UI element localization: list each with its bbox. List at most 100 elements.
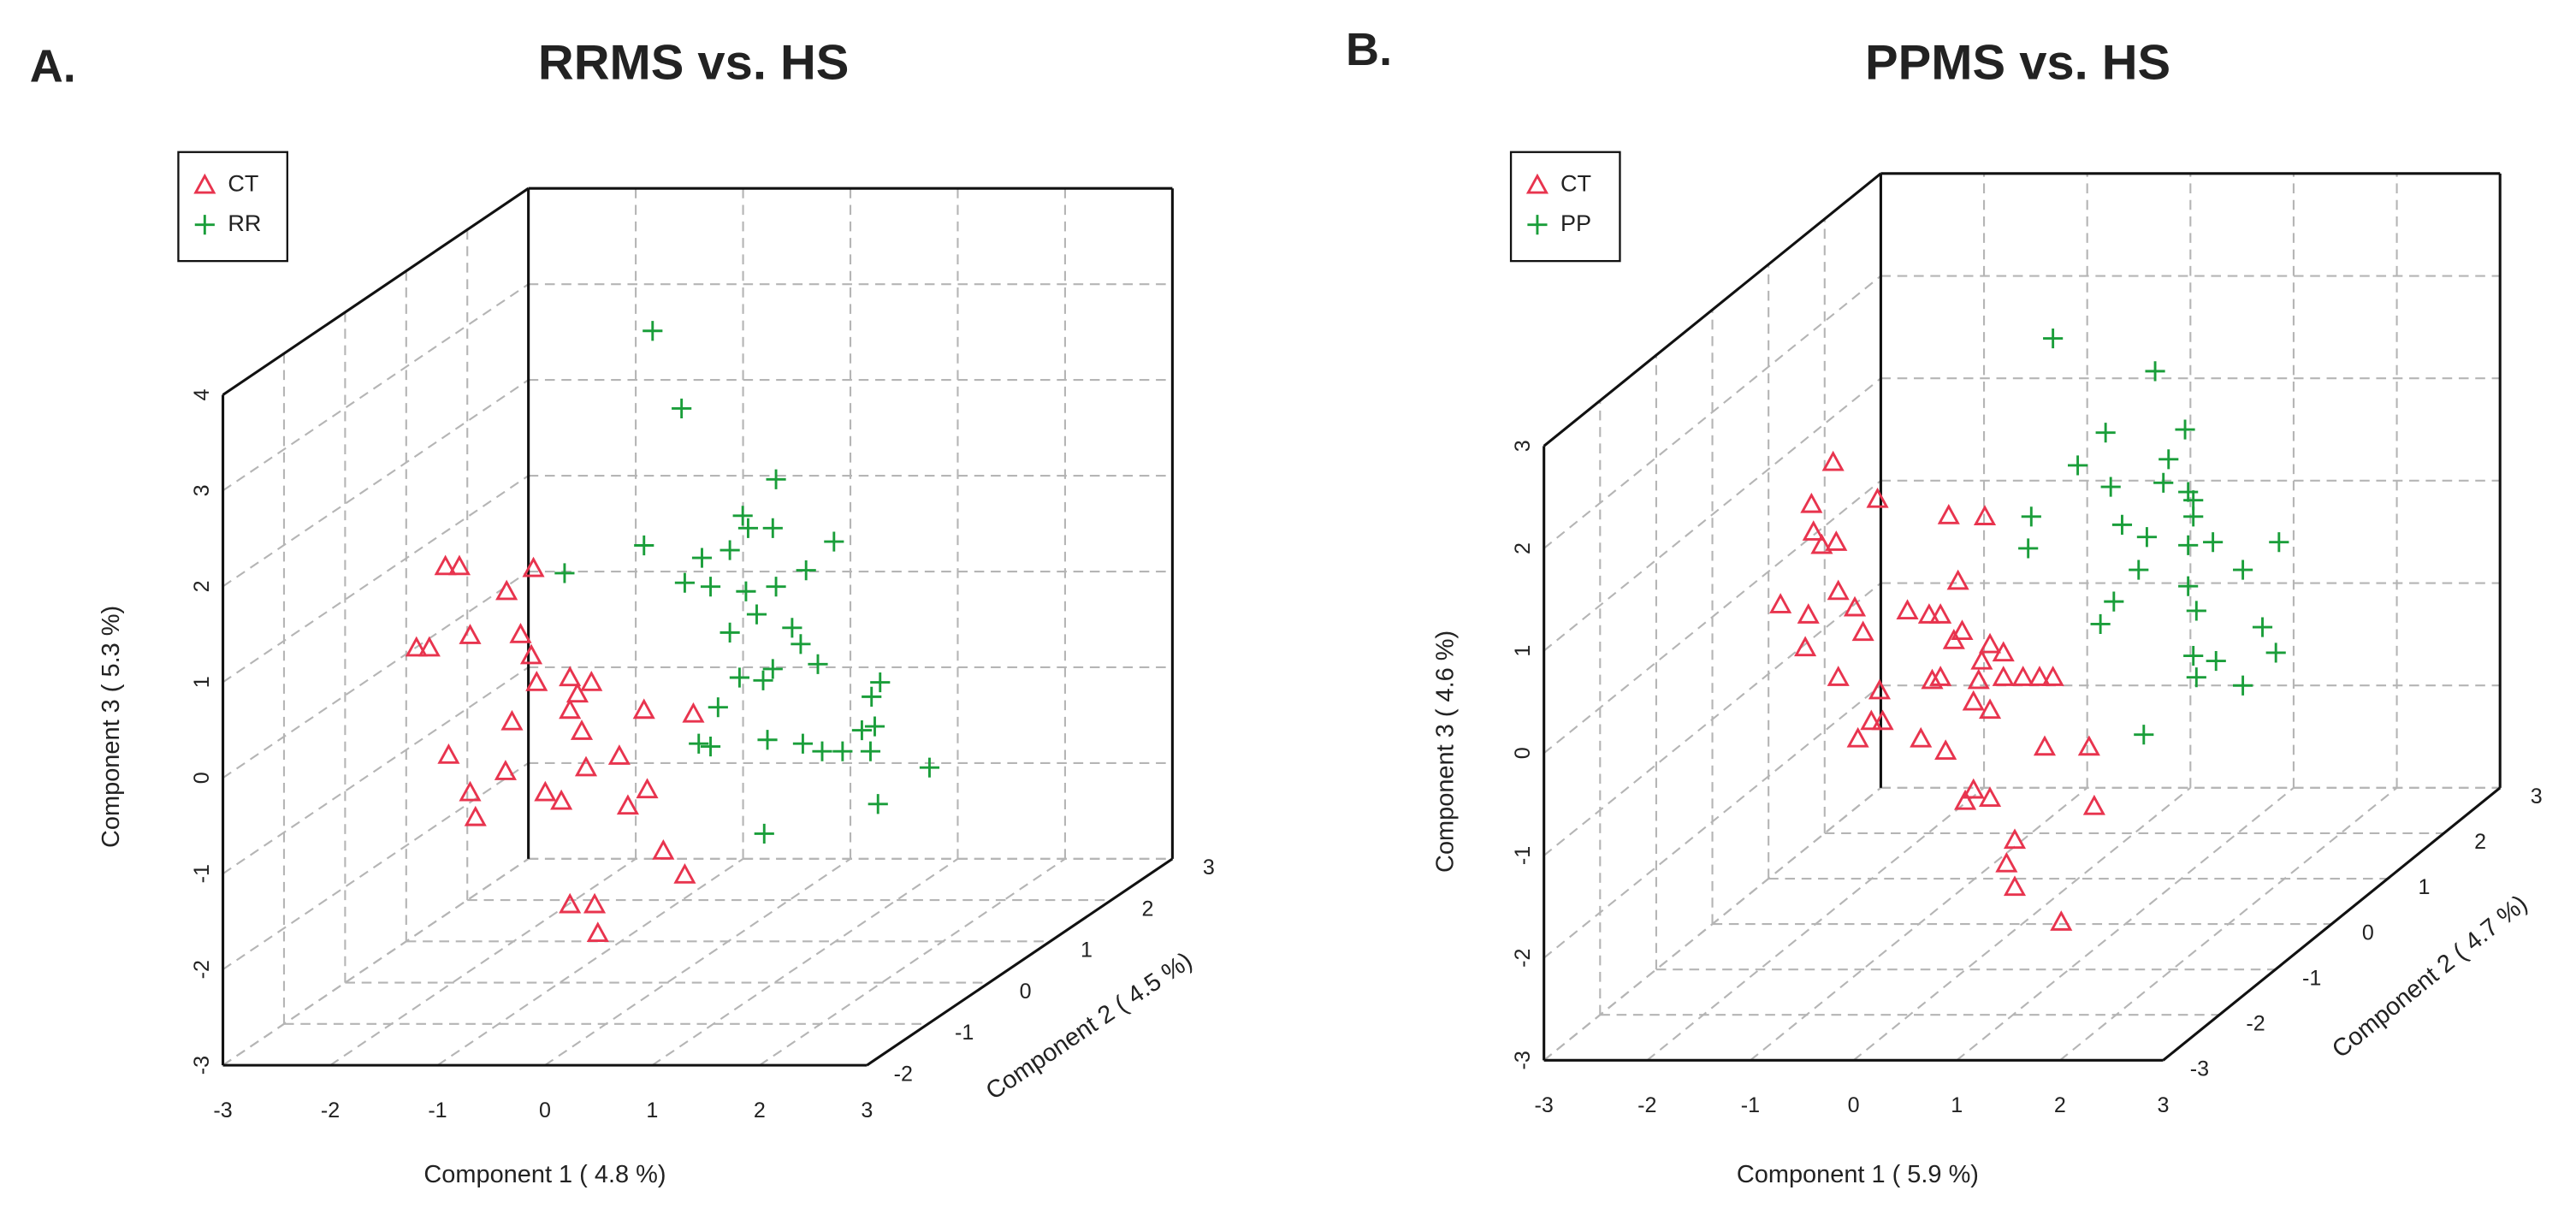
- legend-label: RR: [228, 210, 261, 236]
- y-tick-label: -2: [2246, 1011, 2265, 1035]
- data-point: [782, 618, 802, 638]
- x-tick-label: 1: [646, 1099, 658, 1122]
- panel-label: B.: [1346, 24, 1392, 75]
- data-point: [674, 572, 696, 593]
- data-point: [2145, 361, 2165, 382]
- data-point: [732, 506, 753, 526]
- z-tick-label: 4: [190, 388, 214, 400]
- data-point: [860, 741, 881, 761]
- box-edge: [222, 187, 530, 396]
- y-tick-label: -2: [894, 1062, 913, 1086]
- grid-line: [329, 857, 637, 1066]
- data-point: [2186, 601, 2206, 621]
- data-point: [2095, 423, 2116, 443]
- z-tick-label: 3: [1511, 440, 1535, 452]
- data-point: [434, 554, 457, 576]
- grid-line: [544, 857, 851, 1066]
- z-tick-label: -2: [1511, 948, 1535, 967]
- data-point: [736, 581, 756, 601]
- y-tick-label: 1: [1081, 939, 1093, 962]
- data-point: [2178, 535, 2199, 555]
- z-tick-label: 2: [1511, 542, 1535, 554]
- data-point: [824, 531, 844, 552]
- data-point: [2183, 645, 2204, 666]
- data-point: [495, 579, 518, 601]
- data-point: [559, 892, 582, 914]
- data-point: [2134, 725, 2154, 745]
- data-point: [762, 659, 783, 679]
- data-point: [519, 643, 543, 665]
- grid-line: [651, 857, 959, 1066]
- data-point: [864, 716, 885, 737]
- data-point: [746, 604, 767, 625]
- data-point: [700, 737, 721, 757]
- y-tick-label: -3: [2190, 1057, 2209, 1081]
- data-point: [2068, 455, 2088, 476]
- data-point: [2206, 650, 2226, 672]
- z-tick-label: -3: [190, 1056, 214, 1075]
- y-tick-label: 0: [1020, 980, 1032, 1004]
- data-point: [1860, 709, 1883, 731]
- y-tick-label: 3: [1203, 856, 1215, 879]
- data-point: [2011, 666, 2034, 686]
- data-point: [2183, 506, 2204, 527]
- data-point: [689, 733, 709, 754]
- grid-line: [1543, 787, 1882, 1062]
- data-point: [754, 823, 774, 844]
- data-point: [1921, 668, 1944, 690]
- x-axis-label: Component 1 ( 5.9 %): [1737, 1161, 1979, 1188]
- data-point: [682, 702, 705, 723]
- data-point: [559, 666, 582, 687]
- grid-line: [436, 857, 744, 1066]
- legend-label: CT: [1560, 170, 1591, 196]
- data-point: [574, 755, 598, 777]
- x-tick-label: -3: [1535, 1093, 1554, 1117]
- z-tick-label: -1: [1511, 846, 1535, 865]
- data-point: [1978, 698, 2002, 720]
- data-point: [1978, 632, 2002, 654]
- legend-marker: [193, 173, 216, 194]
- data-point: [2129, 560, 2149, 580]
- data-point: [2090, 613, 2111, 635]
- data-point: [1866, 487, 1889, 508]
- chart-title: RRMS vs. HS: [538, 36, 850, 91]
- data-point: [2233, 675, 2253, 696]
- grid-line: [1543, 480, 1882, 755]
- data-point: [2178, 482, 2199, 502]
- z-tick-label: 3: [190, 484, 214, 496]
- data-point: [2269, 532, 2289, 553]
- data-point: [2021, 506, 2041, 527]
- data-point: [1871, 709, 1894, 731]
- chart-title: PPMS vs. HS: [1865, 36, 2170, 91]
- legend-box: [1509, 151, 1621, 263]
- data-point: [522, 556, 545, 577]
- data-point: [1825, 530, 1848, 551]
- data-point: [417, 636, 441, 657]
- data-point: [2050, 910, 2073, 931]
- y-tick-label: 1: [2418, 875, 2430, 899]
- data-point: [1851, 620, 1874, 642]
- data-point: [1934, 739, 1957, 760]
- data-point: [2159, 449, 2179, 470]
- x-tick-label: 2: [2054, 1093, 2066, 1117]
- panel-label: A.: [30, 41, 76, 92]
- z-tick-label: 0: [1511, 747, 1535, 759]
- grid-line: [1543, 377, 1882, 652]
- data-point: [708, 697, 728, 718]
- data-point: [1962, 778, 1985, 799]
- data-point: [1802, 520, 1825, 541]
- data-point: [509, 622, 532, 643]
- data-point: [1946, 569, 1969, 590]
- grid-line: [222, 379, 530, 588]
- data-point: [2178, 576, 2199, 596]
- data-point: [870, 672, 891, 693]
- data-point: [494, 760, 517, 780]
- data-point: [1929, 603, 1952, 624]
- data-point: [812, 741, 832, 761]
- y-tick-label: 0: [2362, 921, 2374, 945]
- y-tick-label: 2: [1141, 897, 1153, 921]
- data-point: [1794, 636, 1817, 657]
- data-point: [2252, 617, 2273, 637]
- y-tick-label: 2: [2474, 830, 2486, 854]
- x-tick-label: 0: [539, 1099, 551, 1122]
